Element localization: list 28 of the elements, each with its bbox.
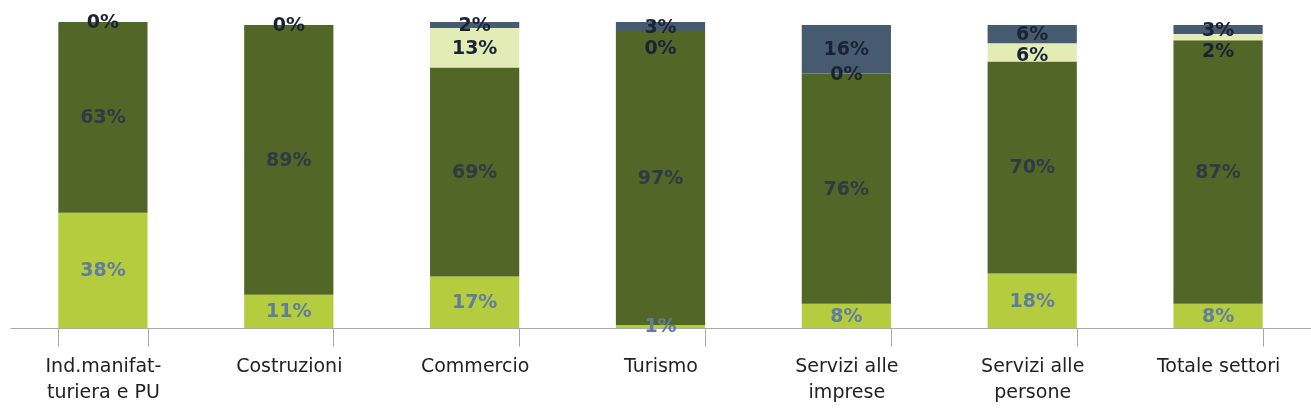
data-label: 0%	[272, 13, 305, 36]
x-tick-label: Totale settori	[1155, 353, 1281, 376]
x-tick-label: Ind.manifat-turiera e PU	[45, 353, 162, 402]
x-tick-label: Costruzioni	[236, 353, 343, 376]
data-label: 8%	[830, 303, 863, 326]
bar	[58, 212, 148, 328]
data-label: 0%	[86, 10, 120, 32]
data-label: 8%	[1201, 303, 1235, 326]
data-label: 11%	[266, 299, 312, 322]
bar	[987, 273, 1077, 328]
bar	[987, 61, 1077, 274]
data-label: 6%	[1016, 22, 1049, 45]
bar	[430, 276, 520, 328]
x-tick-label: Servizi alle imprese	[795, 353, 899, 402]
data-label: 0%	[644, 35, 677, 58]
x-tick-label: Commercio	[420, 353, 530, 376]
data-label: 2%	[1201, 38, 1235, 61]
data-label: 1%	[644, 314, 677, 337]
data-label: 38%	[80, 258, 126, 281]
data-label: 17%	[451, 290, 498, 313]
x-tick-label: Turismo	[623, 353, 698, 376]
x-tick-label: Servizi alle persone	[981, 353, 1085, 402]
data-label: 6%	[1016, 43, 1049, 66]
data-label: 16%	[823, 37, 870, 60]
data-label: 13%	[451, 35, 498, 58]
bar	[430, 67, 520, 277]
bar	[1173, 40, 1263, 304]
data-label: 18%	[1009, 288, 1055, 311]
